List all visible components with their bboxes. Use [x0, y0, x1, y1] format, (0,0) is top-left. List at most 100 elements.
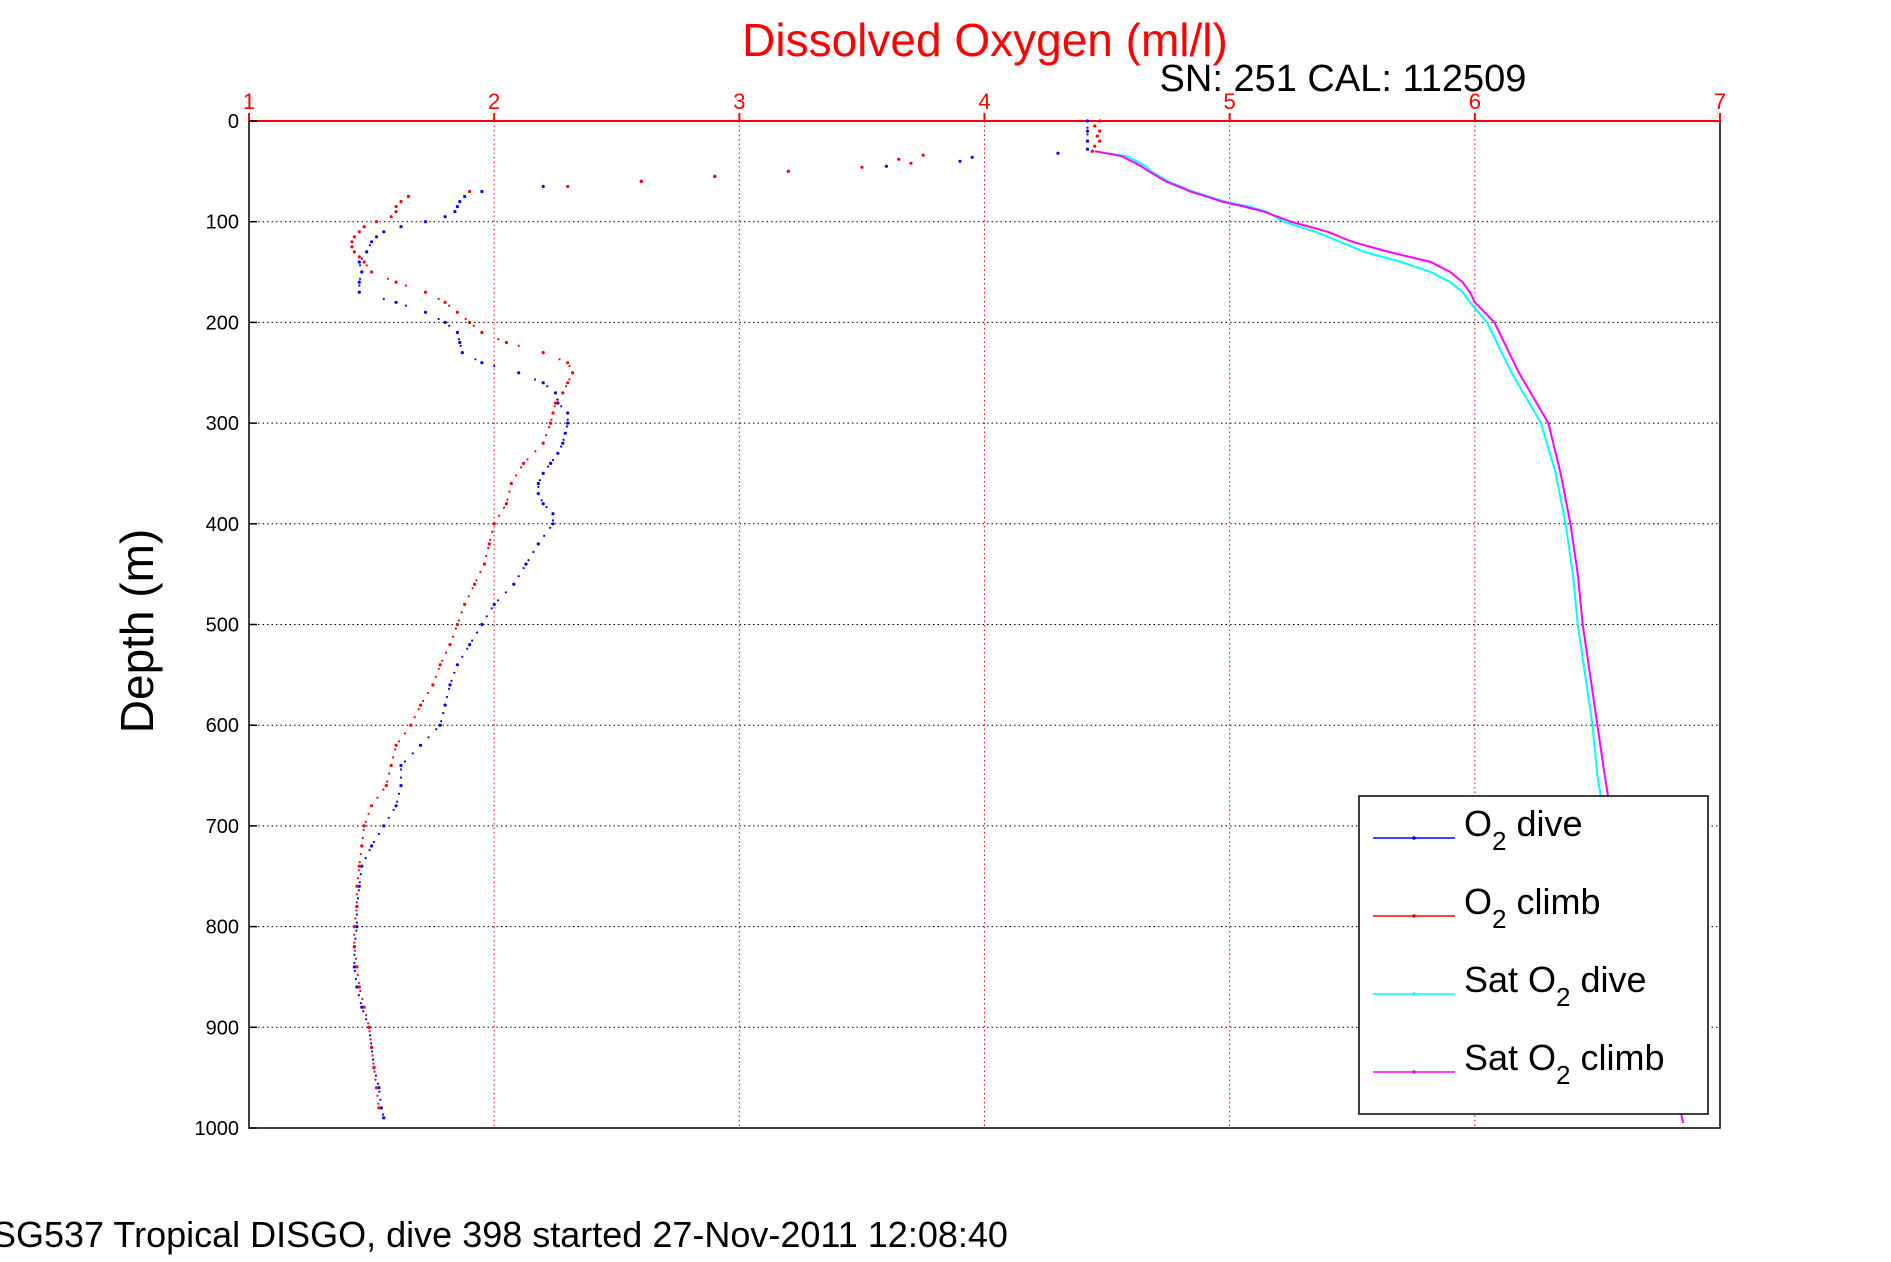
interp-point: [390, 215, 393, 218]
interp-point: [365, 264, 368, 267]
interp-point: [537, 542, 540, 546]
interp-point: [355, 913, 358, 916]
interp-point: [467, 595, 470, 598]
interp-point: [399, 225, 403, 228]
interp-point: [1086, 140, 1089, 143]
interp-point: [363, 225, 366, 228]
interp-point: [360, 270, 363, 274]
series-sat-o2-dive: [1094, 150, 1604, 806]
data-point: [487, 542, 491, 546]
interp-point: [376, 1094, 379, 1097]
interp-point: [538, 479, 542, 482]
data-point: [480, 189, 484, 194]
interp-point: [456, 331, 459, 334]
y-tick-label: 300: [206, 413, 239, 435]
interp-point: [354, 937, 357, 940]
interp-point: [368, 849, 371, 852]
legend-label-rest: climb: [1506, 881, 1600, 922]
data-point: [541, 381, 545, 385]
interp-point: [353, 969, 356, 973]
data-point: [921, 153, 925, 157]
legend-label-main: Sat O: [1464, 1037, 1556, 1078]
interp-point: [364, 820, 367, 824]
interp-point: [522, 567, 525, 570]
interp-point: [448, 643, 452, 646]
data-point: [561, 441, 565, 445]
interp-point: [360, 257, 363, 260]
interp-point: [374, 1078, 377, 1081]
interp-point: [376, 796, 379, 799]
interp-point: [459, 344, 462, 347]
interp-point: [457, 619, 460, 622]
interp-point: [357, 981, 360, 985]
interp-point: [537, 485, 540, 488]
x-tick-label: 7: [1714, 89, 1726, 114]
x-tick-label: 6: [1469, 89, 1481, 114]
x-axis-ticks: 1 2 3 4 5 6 7: [243, 89, 1726, 121]
interp-point: [463, 603, 466, 606]
legend-entry: Sat O2 climb: [1373, 1037, 1665, 1090]
interp-point: [353, 925, 356, 928]
interp-point: [437, 317, 440, 321]
interp-point: [387, 816, 390, 819]
interp-point: [527, 559, 530, 562]
interp-point: [713, 175, 716, 178]
interp-point: [427, 736, 430, 739]
legend-marker: [1412, 1070, 1416, 1074]
data-point: [377, 1106, 381, 1110]
data-point: [549, 421, 553, 425]
data-point: [468, 189, 472, 194]
legend-entry: O2 dive: [1373, 803, 1583, 856]
interp-point: [371, 1054, 374, 1057]
interp-point: [479, 571, 482, 574]
data-point: [360, 1005, 364, 1009]
data-point: [504, 340, 508, 345]
interp-point: [537, 492, 540, 495]
interp-point: [512, 583, 515, 586]
data-point: [372, 1066, 376, 1070]
legend-label-subscript: 2: [1556, 982, 1570, 1012]
interp-point: [480, 331, 483, 334]
interp-point: [353, 933, 356, 936]
interp-point: [375, 235, 378, 238]
interp-point: [448, 304, 451, 307]
interp-point: [565, 425, 569, 428]
interp-point: [562, 438, 565, 441]
interp-point: [515, 474, 518, 477]
interp-point: [370, 270, 373, 274]
data-point: [382, 230, 386, 234]
data-point: [492, 602, 496, 607]
interp-point: [365, 1014, 368, 1017]
interp-point: [359, 264, 362, 267]
data-point: [1093, 124, 1097, 128]
interp-point: [373, 1070, 376, 1073]
interp-point: [860, 166, 864, 169]
interp-point: [359, 853, 362, 856]
interp-point: [517, 371, 520, 374]
interp-point: [472, 324, 475, 327]
interp-point: [497, 338, 500, 341]
interp-point: [490, 607, 493, 610]
interp-point: [422, 699, 425, 703]
interp-point: [485, 615, 488, 618]
interp-point: [571, 371, 574, 374]
legend-label-subscript: 2: [1556, 1060, 1570, 1090]
data-point: [357, 884, 361, 888]
data-point: [448, 683, 452, 687]
interp-point: [353, 941, 356, 944]
interp-point: [404, 304, 407, 307]
legend-entry: O2 climb: [1373, 881, 1601, 934]
interp-point: [1098, 119, 1101, 123]
x-tick-label: 3: [733, 89, 745, 114]
data-point: [355, 904, 359, 909]
data-point: [553, 401, 558, 405]
interp-point: [546, 385, 549, 388]
interp-point: [355, 893, 358, 896]
interp-point: [411, 752, 414, 755]
interp-point: [534, 450, 537, 453]
interp-point: [355, 901, 358, 904]
data-point: [357, 230, 361, 234]
interp-point: [885, 165, 888, 168]
interp-point: [545, 505, 548, 509]
